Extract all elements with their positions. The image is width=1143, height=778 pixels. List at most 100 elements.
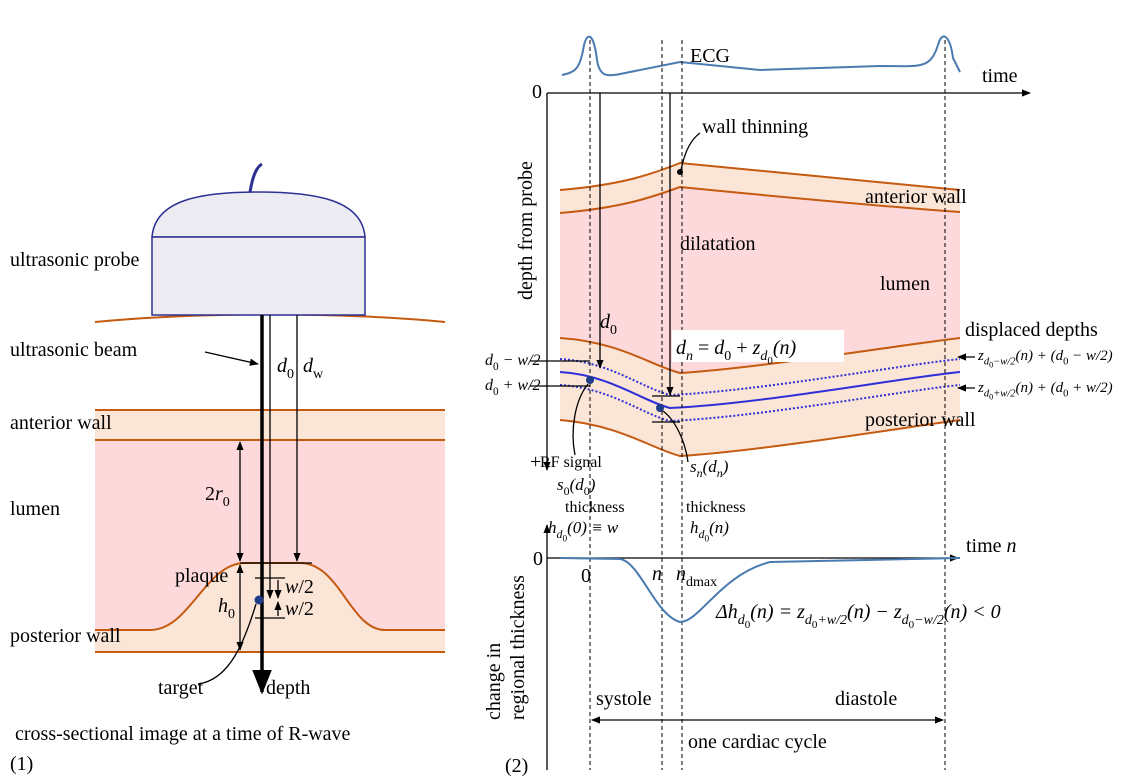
math-part: 0: [1063, 389, 1068, 400]
label: posterior wall: [10, 625, 121, 647]
math-part: d: [714, 337, 725, 359]
math-part: d: [805, 613, 813, 628]
math-part: d: [277, 355, 288, 377]
math-part: z: [752, 337, 761, 359]
axis-label: regional thickness: [507, 575, 529, 720]
math-part: z: [977, 380, 984, 396]
math-part: n: [717, 466, 723, 480]
math-part: 0: [493, 386, 499, 398]
wall-line: [559, 185, 961, 214]
math: d0 + w/2: [485, 377, 541, 398]
math-part: +: [731, 337, 752, 359]
math-part: (n) + (d: [1015, 348, 1063, 364]
math-part: +w/2: [817, 613, 847, 628]
depth-curve: [559, 371, 961, 410]
depth-curve: [559, 358, 961, 397]
math-part: 0: [223, 495, 230, 510]
math-part: n: [686, 349, 693, 364]
left-panel: ultrasonic probe ultrasonic beam anterio…: [10, 162, 446, 775]
leader: [197, 603, 257, 685]
math-part: 0: [909, 619, 915, 631]
math-part: + w/2): [1068, 380, 1112, 396]
math-part: (n) < 0: [944, 601, 1001, 623]
math-part: (n): [709, 518, 729, 537]
math: w/2: [285, 576, 314, 598]
label: displaced depths: [965, 319, 1098, 341]
panel-number: (1): [10, 753, 33, 775]
math-part: ): [589, 475, 596, 494]
label: systole: [596, 688, 652, 710]
probe-body: [151, 236, 366, 316]
math-part: − w/2): [1068, 348, 1112, 364]
math-part: time: [966, 535, 1007, 557]
right-panel: ECG time 0 depth from probe wall thinnin…: [483, 35, 1113, 777]
label: +: [530, 451, 541, 473]
leader: [572, 383, 589, 456]
cable: [248, 162, 263, 193]
posterior-band: [560, 338, 960, 456]
panel-number: (2): [505, 755, 528, 777]
math-part: (n): [773, 337, 797, 359]
math-part: 2: [205, 483, 215, 505]
math: ndmax: [676, 563, 717, 590]
plaque-area: [95, 563, 445, 652]
math-part: 0: [562, 535, 567, 545]
math-part: z: [977, 348, 984, 364]
math-part: r: [215, 483, 223, 505]
depth-curve: [559, 384, 961, 423]
math-part: n: [1007, 535, 1017, 557]
label: anterior wall: [10, 412, 112, 434]
math-part: 0: [812, 619, 818, 631]
math-part: 0: [564, 484, 570, 498]
ecg-wave: [561, 35, 961, 77]
math-part: d: [485, 352, 494, 369]
math: hd0(n): [690, 518, 729, 545]
math-part: w: [313, 367, 324, 382]
math: n: [652, 563, 662, 585]
math-part: d: [557, 527, 563, 541]
label: time: [982, 65, 1018, 87]
math-part: =: [693, 337, 714, 359]
math-part: 0: [989, 361, 993, 370]
math-part: +w/2: [993, 389, 1016, 400]
label: depth: [266, 677, 310, 699]
math-part: (0) ≡ w: [567, 518, 619, 537]
math-part: 0: [745, 619, 751, 631]
math-part: (d: [570, 475, 585, 494]
math-part: h: [548, 518, 557, 537]
label: dilatation: [680, 233, 756, 255]
math-part: − w/2: [499, 352, 541, 369]
math-part: h: [690, 518, 699, 537]
label: RF signal: [540, 454, 602, 471]
math-part: d: [984, 389, 990, 400]
math-part: 0: [584, 484, 590, 498]
math-part: (n) + (d: [1015, 380, 1063, 396]
math-part: −w/2: [914, 613, 944, 628]
point: [656, 404, 664, 412]
label: posterior wall: [865, 409, 976, 431]
label: lumen: [880, 273, 930, 295]
label: ultrasonic probe: [10, 249, 140, 271]
math-part: d: [600, 311, 611, 333]
math-part: d: [485, 377, 494, 394]
math-part: s: [557, 475, 564, 494]
wall-line: [559, 419, 961, 458]
math-part: /2: [298, 576, 314, 598]
lumen-area: [560, 187, 960, 373]
axis-label: depth from probe: [515, 161, 537, 300]
math: d0: [600, 311, 617, 338]
label: one cardiac cycle: [688, 731, 827, 753]
math-part: d: [902, 613, 910, 628]
math-part: 0: [228, 607, 235, 622]
math-part: h: [218, 595, 228, 617]
math-part: d: [984, 357, 990, 368]
math-part: 0: [724, 349, 731, 364]
label: thickness: [565, 499, 625, 516]
math-part: + w/2: [499, 377, 541, 394]
label-box: [672, 330, 844, 362]
math-part: 0: [989, 393, 993, 402]
leader: [662, 410, 689, 463]
math-part: w: [285, 576, 299, 598]
anterior-band: [560, 163, 960, 213]
label: ECG: [690, 45, 730, 67]
